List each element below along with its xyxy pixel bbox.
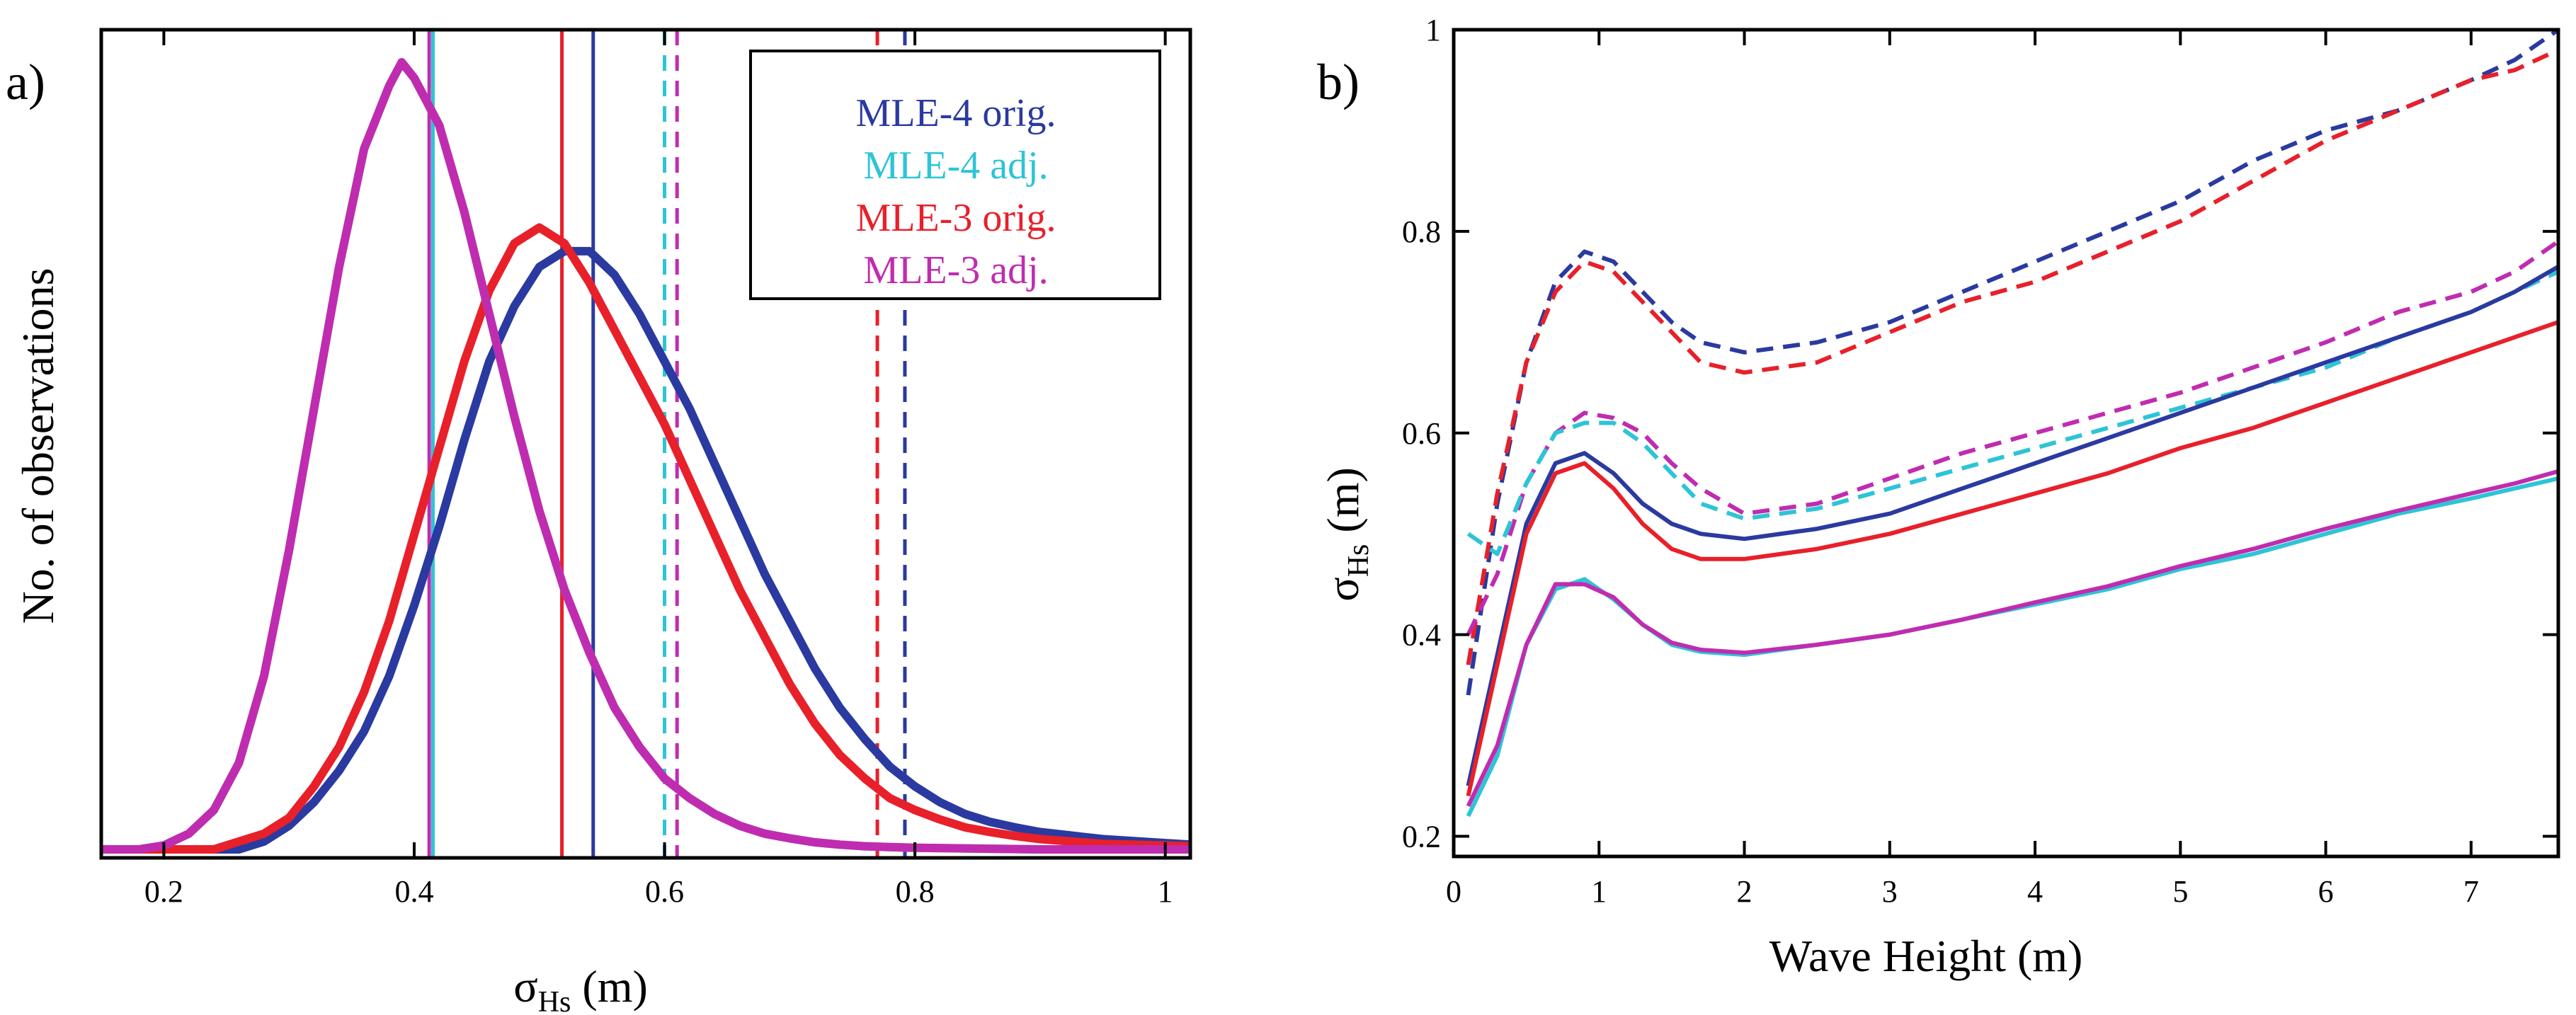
panel-b: b) σHs (m) Wave Height (m) 0 1 2 3 4 5 6 7 0.2 0.… [1317,13,2560,981]
legend-entry-mle3-orig: MLE-3 orig. [855,196,1056,240]
b-x-tick-label-7: 7 [2463,874,2479,909]
panel-b-xlabel: Wave Height (m) [1769,931,2083,981]
b-y-tick-label-1: 1 [1425,13,1441,47]
b-x-tick-label-2: 2 [1737,874,1753,909]
series-b-mle-4-orig-solid [1466,265,2560,786]
b-x-tick-label-1: 1 [1591,874,1607,909]
series-b-mle-4-orig-dashed [1466,28,2560,696]
b-x-tick-label-6: 6 [2318,874,2334,909]
series-b-mle-4-adj-solid [1466,476,2559,818]
series-mle-4-orig [101,246,1191,854]
x-tick-label-0-4: 0.4 [394,874,433,909]
panel-b-ylabel-unit: (m) [1318,467,1368,544]
panel-a-curves [101,58,1191,854]
panel-a: a) No. of observations σHs (m) 0.2 0.4 0.6… [6,28,1192,1015]
panel-b-curves [1466,28,2560,818]
panel-a-ylabel: No. of observations [13,268,63,624]
panel-a-x-ticks: 0.2 0.4 0.6 0.8 1 [144,30,1173,909]
panel-b-ylabel-main: σ [1318,577,1368,602]
b-x-tick-label-5: 5 [2172,874,2188,909]
b-x-tick-label-0: 0 [1446,874,1461,909]
panel-b-axes-box [1452,28,2560,859]
panel-a-xlabel-unit: (m) [571,961,647,1011]
b-y-tick-label-0-2: 0.2 [1402,820,1441,854]
panel-a-label: a) [6,54,45,110]
x-tick-label-0-6: 0.6 [645,874,684,909]
x-tick-label-0-2: 0.2 [144,874,183,909]
series-b-mle-3-orig-solid [1466,320,2559,797]
series-b-mle-3-orig-dashed [1466,47,2560,665]
panel-b-label: b) [1317,54,1360,110]
series-b-mle-3-adj-solid [1466,469,2559,808]
panel-b-ticks: 0 1 2 3 4 5 6 7 0.2 0.4 0.6 0.8 1 [1402,13,2558,909]
legend-entry-mle4-orig: MLE-4 orig. [855,91,1056,135]
panel-a-xlabel-main: σ [513,961,538,1011]
panel-b-ylabel: σHs (m) [1318,467,1375,602]
panel-a-xlabel-sub: Hs [538,986,571,1015]
b-x-tick-label-4: 4 [2027,874,2043,909]
b-y-tick-label-0-4: 0.4 [1402,618,1441,653]
x-tick-label-0-8: 0.8 [896,874,935,909]
legend: MLE-4 orig. MLE-4 adj. MLE-3 orig. MLE-3… [749,50,1161,300]
b-x-tick-label-3: 3 [1882,874,1898,909]
series-mle-3-adj [101,58,1190,854]
legend-box [749,50,1161,300]
legend-entry-mle3-adj: MLE-3 adj. [863,248,1048,292]
series-b-mle-4-adj-dashed [1466,270,2560,556]
panel-a-xlabel: σHs (m) [513,961,648,1015]
panel-a-axes-box [99,28,1192,860]
series-mle-3-orig [101,223,1191,854]
b-y-tick-label-0-6: 0.6 [1402,416,1441,451]
legend-entry-mle4-adj: MLE-4 adj. [863,144,1048,188]
x-tick-label-1: 1 [1158,874,1173,909]
b-y-tick-label-0-8: 0.8 [1402,214,1441,249]
panel-b-ylabel-sub: Hs [1343,544,1375,578]
